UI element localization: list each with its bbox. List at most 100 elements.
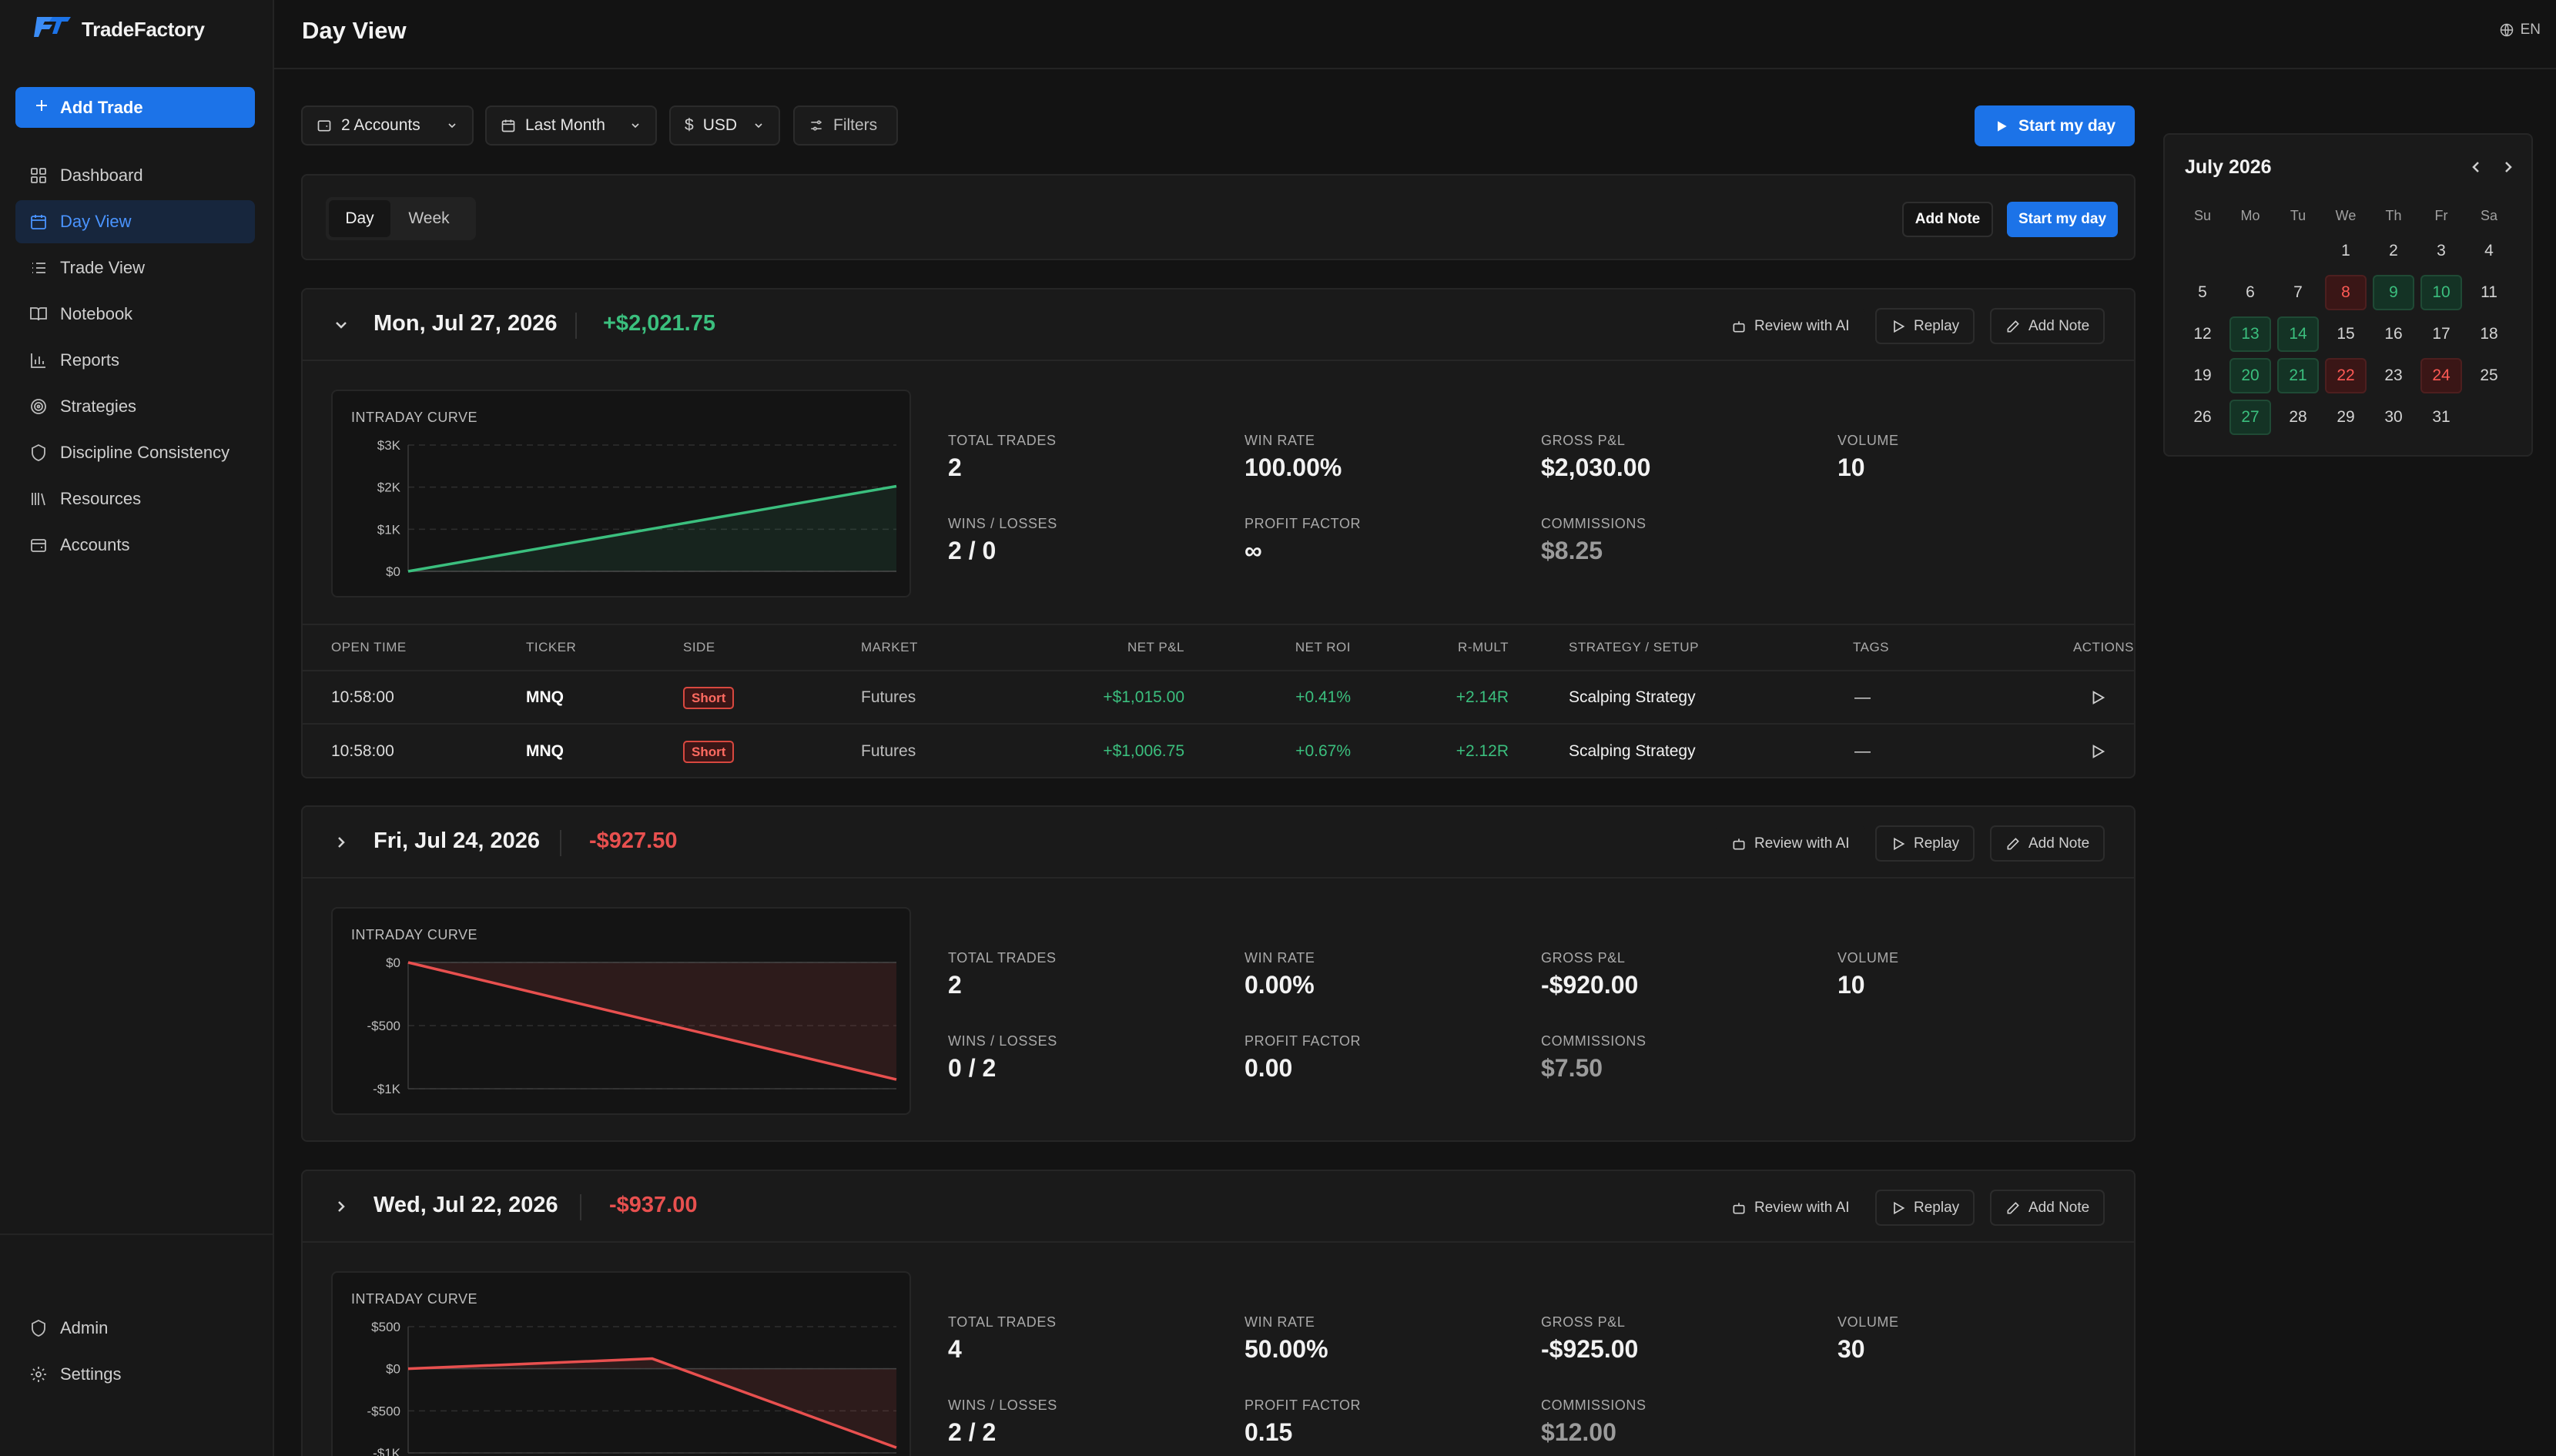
stat-commissions: COMMISSIONS $7.50 <box>1541 1033 1646 1083</box>
add-note-label: Add Note <box>2028 1199 2090 1216</box>
calendar-day[interactable]: 9 <box>2370 272 2417 313</box>
start-my-day-button[interactable]: Start my day <box>1975 105 2135 146</box>
review-with-ai-button[interactable]: Review with AI <box>1716 825 1865 862</box>
add-note-button[interactable]: Add Note <box>1990 1190 2105 1226</box>
language-selector[interactable]: EN <box>2499 22 2541 38</box>
filters-button[interactable]: Filters <box>793 105 898 146</box>
replay-button[interactable]: Replay <box>1875 825 1975 862</box>
calendar-day[interactable]: 28 <box>2274 397 2322 438</box>
replay-button[interactable]: Replay <box>1875 308 1975 344</box>
table-row[interactable]: 10:58:00 MNQ Short Futures +$1,015.00 +0… <box>303 671 2134 725</box>
calendar-day[interactable]: 2 <box>2370 230 2417 272</box>
play-icon <box>1894 1201 1905 1214</box>
currency-dropdown[interactable]: $ USD <box>669 105 780 146</box>
sidebar-item-day-view[interactable]: Day View <box>15 200 255 243</box>
calendar-day[interactable]: 15 <box>2322 313 2370 355</box>
chevron-down-icon <box>448 123 456 129</box>
calendar-day-number: 1 <box>2341 242 2350 259</box>
open-time: 10:58:00 <box>331 688 394 706</box>
calendar-day[interactable]: 4 <box>2465 230 2513 272</box>
intraday-curve-chart: INTRADAY CURVE $500 $0 -$500 -$1K <box>331 1271 911 1456</box>
table-row[interactable]: 10:58:00 MNQ Short Futures +$1,006.75 +0… <box>303 725 2134 778</box>
sidebar-item-accounts[interactable]: Accounts <box>15 524 255 567</box>
chevron-left-icon[interactable] <box>2467 158 2485 176</box>
app-logo[interactable]: TradeFactory <box>34 14 205 45</box>
calendar-day[interactable]: 21 <box>2274 355 2322 397</box>
calendar-day-number: 19 <box>2193 367 2212 384</box>
stat-value: $8.25 <box>1541 537 1603 564</box>
replay-button[interactable]: Replay <box>1875 1190 1975 1226</box>
sidebar-item-reports[interactable]: Reports <box>15 339 255 382</box>
sidebar-item-label: Accounts <box>60 535 130 554</box>
calendar-day[interactable]: 30 <box>2370 397 2417 438</box>
chevron-right-icon[interactable] <box>332 833 350 852</box>
intraday-curve-chart: INTRADAY CURVE $3K $2K $1K $0 <box>331 390 911 597</box>
calendar-day[interactable]: 7 <box>2274 272 2322 313</box>
add-note-button[interactable]: Add Note <box>1902 202 1993 237</box>
calendar-day[interactable]: 16 <box>2370 313 2417 355</box>
calendar-day[interactable]: 10 <box>2417 272 2465 313</box>
calendar-day[interactable]: 27 <box>2226 397 2274 438</box>
period-label: Last Month <box>525 116 605 134</box>
chevron-down-icon[interactable] <box>332 316 350 334</box>
calendar-day[interactable]: 22 <box>2322 355 2370 397</box>
sidebar-item-label: Strategies <box>60 397 137 416</box>
calendar-day-number: 13 <box>2229 316 2271 352</box>
add-note-button[interactable]: Add Note <box>1990 825 2105 862</box>
calendar-day[interactable]: 3 <box>2417 230 2465 272</box>
add-note-button[interactable]: Add Note <box>1990 308 2105 344</box>
replay-label: Replay <box>1914 1199 1960 1216</box>
sidebar-item-strategies[interactable]: Strategies <box>15 385 255 428</box>
sidebar-item-dashboard[interactable]: Dashboard <box>15 154 255 197</box>
chevron-right-icon[interactable] <box>2499 158 2517 176</box>
review-with-ai-button[interactable]: Review with AI <box>1716 308 1865 344</box>
review-with-ai-button[interactable]: Review with AI <box>1716 1190 1865 1226</box>
play-icon[interactable] <box>2089 689 2106 706</box>
day-card: Wed, Jul 22, 2026 -$937.00 Review with A… <box>301 1170 2136 1456</box>
sidebar-item-trade-view[interactable]: Trade View <box>15 246 255 290</box>
calendar-day-number: 28 <box>2289 408 2307 426</box>
calendar-day[interactable]: 31 <box>2417 397 2465 438</box>
add-trade-button[interactable]: Add Trade <box>15 87 255 128</box>
calendar-day[interactable]: 12 <box>2179 313 2226 355</box>
calendar-day[interactable]: 20 <box>2226 355 2274 397</box>
accounts-dropdown[interactable]: 2 Accounts <box>301 105 474 146</box>
calendar-day-number: 2 <box>2389 242 2398 259</box>
day-header[interactable]: Mon, Jul 27, 2026 +$2,021.75 Review with… <box>303 290 2134 361</box>
calendar-day[interactable]: 25 <box>2465 355 2513 397</box>
calendar-day[interactable]: 13 <box>2226 313 2274 355</box>
calendar-day[interactable]: 29 <box>2322 397 2370 438</box>
calendar-day[interactable]: 19 <box>2179 355 2226 397</box>
sidebar-item-label: Settings <box>60 1364 122 1384</box>
tab-week[interactable]: Week <box>408 209 450 227</box>
tab-day[interactable]: Day <box>329 200 390 237</box>
calendar-day[interactable]: 6 <box>2226 272 2274 313</box>
period-dropdown[interactable]: Last Month <box>485 105 657 146</box>
chevron-right-icon[interactable] <box>332 1197 350 1216</box>
play-icon[interactable] <box>2089 743 2106 760</box>
shield-icon <box>32 1319 45 1337</box>
calendar-day[interactable]: 23 <box>2370 355 2417 397</box>
stat-value: 2 <box>948 454 962 481</box>
day-header[interactable]: Fri, Jul 24, 2026 -$927.50 Review with A… <box>303 807 2134 879</box>
calendar-day[interactable]: 18 <box>2465 313 2513 355</box>
calendar-day[interactable]: 11 <box>2465 272 2513 313</box>
sidebar-item-admin[interactable]: Admin <box>15 1307 255 1350</box>
calendar-day[interactable]: 26 <box>2179 397 2226 438</box>
sidebar-item-notebook[interactable]: Notebook <box>15 293 255 336</box>
chart-y-tick-label: -$1K <box>373 1082 401 1096</box>
day-header[interactable]: Wed, Jul 22, 2026 -$937.00 Review with A… <box>303 1171 2134 1243</box>
play-icon <box>1894 837 1905 850</box>
calendar-day[interactable]: 5 <box>2179 272 2226 313</box>
calendar-day[interactable]: 17 <box>2417 313 2465 355</box>
calendar-day[interactable]: 1 <box>2322 230 2370 272</box>
calendar-day[interactable]: 8 <box>2322 272 2370 313</box>
calendar-day-number: 15 <box>2337 325 2355 343</box>
calendar-day[interactable]: 14 <box>2274 313 2322 355</box>
start-my-day-secondary-button[interactable]: Start my day <box>2007 202 2118 237</box>
sidebar-item-discipline-consistency[interactable]: Discipline Consistency <box>15 431 255 474</box>
calendar-day[interactable]: 24 <box>2417 355 2465 397</box>
calendar-grid: Su Mo Tu We Th Fr Sa 1 2 3 4 5 6 7 8 9 10 11 12 13 14 15 16 17 1… <box>2179 201 2513 438</box>
sidebar-item-settings[interactable]: Settings <box>15 1353 255 1396</box>
sidebar-item-resources[interactable]: Resources <box>15 477 255 520</box>
